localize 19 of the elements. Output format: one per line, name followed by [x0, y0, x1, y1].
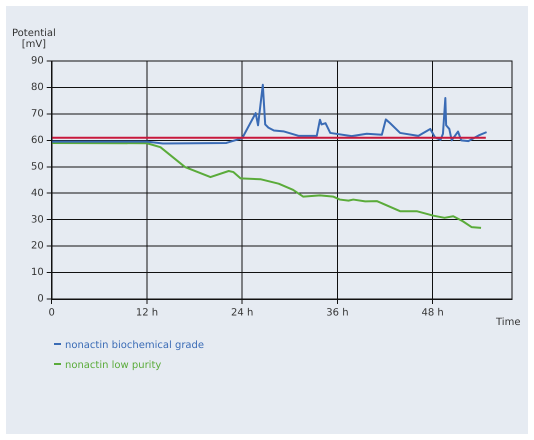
x-axis-title: Time — [496, 317, 520, 328]
legend-label: nonactin biochemical grade — [65, 340, 204, 351]
legend-label: nonactin low purity — [65, 360, 162, 371]
y-tick-label: 80 — [30, 82, 44, 94]
y-tick-label: 20 — [30, 240, 44, 252]
x-tick-label: 24 h — [231, 308, 254, 319]
y-tick-label: 0 — [37, 294, 44, 305]
y-tick-label: 40 — [30, 188, 44, 199]
y-axis-title: Potential [mV] — [12, 28, 56, 50]
x-tick-label: 12 h — [136, 308, 158, 319]
y-tick-label: 70 — [30, 108, 44, 120]
y-tick-label: 10 — [30, 267, 44, 278]
y-tick-label: 30 — [30, 214, 44, 226]
y-tick-label: 60 — [30, 134, 44, 146]
x-tick-label: 36 h — [326, 308, 349, 319]
y-tick-label: 50 — [30, 161, 44, 172]
x-tick-label: 0 — [48, 308, 55, 319]
x-tick-label: 48 h — [422, 308, 444, 319]
y-tick-label: 90 — [30, 56, 44, 67]
